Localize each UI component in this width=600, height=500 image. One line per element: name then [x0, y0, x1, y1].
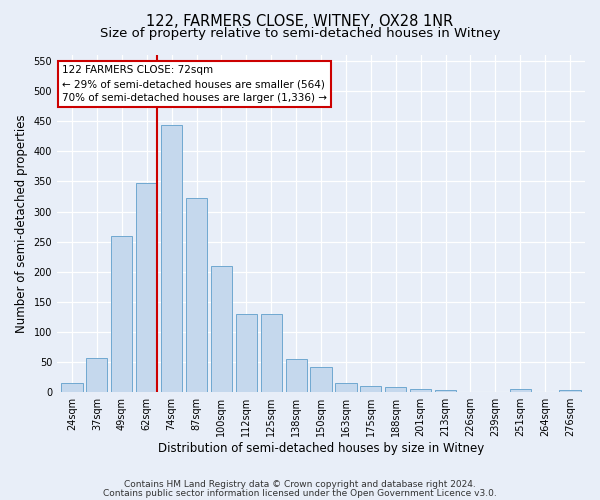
Bar	[260, 314, 282, 392]
Bar	[186, 198, 207, 392]
Bar	[61, 383, 83, 392]
Bar	[410, 389, 431, 392]
Bar	[111, 236, 133, 392]
Bar	[136, 184, 157, 392]
Text: Size of property relative to semi-detached houses in Witney: Size of property relative to semi-detach…	[100, 28, 500, 40]
Bar	[161, 126, 182, 392]
Y-axis label: Number of semi-detached properties: Number of semi-detached properties	[15, 114, 28, 333]
Bar	[335, 383, 356, 392]
Bar	[310, 367, 332, 392]
Bar	[559, 390, 581, 392]
Text: Contains HM Land Registry data © Crown copyright and database right 2024.: Contains HM Land Registry data © Crown c…	[124, 480, 476, 489]
X-axis label: Distribution of semi-detached houses by size in Witney: Distribution of semi-detached houses by …	[158, 442, 484, 455]
Bar	[360, 386, 382, 392]
Bar	[509, 389, 531, 392]
Bar	[236, 314, 257, 392]
Bar	[211, 266, 232, 392]
Text: 122, FARMERS CLOSE, WITNEY, OX28 1NR: 122, FARMERS CLOSE, WITNEY, OX28 1NR	[146, 14, 454, 29]
Text: 122 FARMERS CLOSE: 72sqm
← 29% of semi-detached houses are smaller (564)
70% of : 122 FARMERS CLOSE: 72sqm ← 29% of semi-d…	[62, 65, 328, 103]
Bar	[86, 358, 107, 392]
Bar	[286, 359, 307, 392]
Bar	[385, 388, 406, 392]
Text: Contains public sector information licensed under the Open Government Licence v3: Contains public sector information licen…	[103, 488, 497, 498]
Bar	[435, 390, 456, 392]
